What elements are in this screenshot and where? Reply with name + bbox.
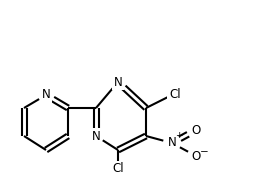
Text: N: N [114, 75, 122, 88]
Text: Cl: Cl [169, 87, 181, 100]
Text: N: N [168, 137, 176, 150]
Text: O: O [191, 150, 201, 163]
Text: O: O [191, 124, 201, 137]
Text: +: + [175, 132, 183, 140]
Text: N: N [92, 130, 100, 143]
Text: −: − [200, 147, 208, 157]
Text: Cl: Cl [112, 163, 124, 176]
Text: N: N [42, 88, 50, 101]
